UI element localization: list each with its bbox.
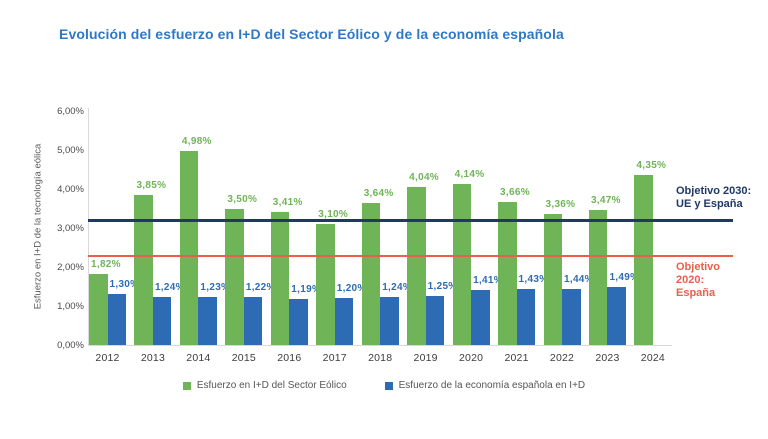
legend: Esfuerzo en I+D del Sector Eólico Esfuer… <box>0 380 768 391</box>
x-tick-label: 2018 <box>368 352 393 364</box>
bar-label-blue-2018: 1,24% <box>382 281 413 293</box>
y-tick-label: 6,00% <box>57 105 84 117</box>
bar-label-green-2012: 1,82% <box>91 259 121 271</box>
bar-blue-2013 <box>152 296 172 345</box>
chart-title: Evolución del esfuerzo en I+D del Sector… <box>59 26 564 42</box>
x-tick-label: 2015 <box>231 352 256 364</box>
bar-blue-2018 <box>380 296 399 345</box>
bar-label-green-2015: 3,50% <box>227 193 258 205</box>
bar-blue-2017 <box>334 298 354 345</box>
x-tick-label: 2016 <box>277 352 302 364</box>
x-tick-label: 2014 <box>186 352 211 364</box>
legend-label-sector-eolico: Esfuerzo en I+D del Sector Eólico <box>196 380 347 391</box>
bar-label-blue-2019: 1,25% <box>427 281 458 293</box>
bar-blue-2014 <box>198 297 217 345</box>
bar-blue-2012 <box>107 294 126 345</box>
ref-line-objetivo-2020 <box>88 254 733 258</box>
bar-green-2014 <box>179 150 199 345</box>
x-tick-label: 2020 <box>459 352 484 364</box>
x-axis-line <box>88 345 672 346</box>
annotation-objetivo-2030: Objetivo 2030: UE y España <box>676 185 751 211</box>
y-tick-label: 3,00% <box>57 222 84 234</box>
bar-label-green-2024: 4,35% <box>636 160 667 172</box>
bar-label-green-2019: 4,04% <box>409 172 439 184</box>
x-tick-label: 2022 <box>549 352 575 364</box>
y-tick-label: 0,00% <box>57 339 84 351</box>
bar-label-blue-2022: 1,44% <box>564 273 594 285</box>
bar-green-2020 <box>452 183 472 345</box>
bar-label-blue-2013: 1,24% <box>154 281 185 293</box>
bar-label-blue-2017: 1,20% <box>336 283 367 295</box>
bar-label-blue-2012: 1,30% <box>109 279 140 291</box>
bar-green-2024 <box>634 175 653 345</box>
x-tick-label: 2013 <box>140 352 166 364</box>
x-tick-label: 2019 <box>413 352 438 364</box>
bar-green-2015 <box>225 208 244 345</box>
legend-item-economia-espanola: Esfuerzo de la economía española en I+D <box>384 380 586 391</box>
bar-green-2016 <box>270 212 290 345</box>
annotation-line: Objetivo <box>676 261 721 273</box>
ref-line-objetivo-2030 <box>88 218 733 222</box>
bar-label-green-2014: 4,98% <box>181 135 212 147</box>
bar-blue-2016 <box>289 298 308 345</box>
bar-blue-2022 <box>562 288 581 345</box>
bar-green-2013 <box>134 194 153 345</box>
annotation-line: UE y España <box>676 198 743 210</box>
bar-label-green-2013: 3,85% <box>136 179 167 191</box>
y-axis-line <box>88 108 89 345</box>
y-tick-label: 2,00% <box>57 261 84 273</box>
bar-green-2019 <box>407 187 426 345</box>
bar-label-blue-2015: 1,22% <box>245 282 276 294</box>
bar-green-2012 <box>89 274 108 345</box>
bar-green-2023 <box>588 209 608 345</box>
annotation-objetivo-2020: Objetivo 2020: España <box>676 261 720 300</box>
legend-label-economia-espanola: Esfuerzo de la economía española en I+D <box>398 380 586 391</box>
x-tick-label: 2021 <box>504 352 529 364</box>
x-tick-label: 2017 <box>322 352 347 364</box>
bar-green-2021 <box>498 202 517 345</box>
bar-label-green-2016: 3,41% <box>272 197 303 208</box>
bar-label-blue-2021: 1,43% <box>518 274 549 286</box>
bar-label-blue-2014: 1,23% <box>200 282 231 294</box>
x-tick-label: 2012 <box>95 352 120 364</box>
annotation-line: 2020: <box>676 274 705 286</box>
bar-label-blue-2016: 1,19% <box>291 283 322 295</box>
legend-swatch-green-icon <box>182 381 191 390</box>
bar-label-green-2018: 3,64% <box>363 188 394 200</box>
legend-item-sector-eolico: Esfuerzo en I+D del Sector Eólico <box>182 380 347 391</box>
bar-label-green-2020: 4,14% <box>454 168 485 180</box>
bar-green-2022 <box>543 213 562 345</box>
y-tick-label: 5,00% <box>57 144 84 156</box>
bar-label-green-2023: 3,47% <box>590 194 621 206</box>
bar-label-blue-2023: 1,49% <box>609 271 640 283</box>
bar-green-2017 <box>316 224 335 345</box>
bar-blue-2020 <box>471 290 490 345</box>
bar-label-green-2022: 3,36% <box>545 198 576 210</box>
annotation-line: España <box>676 287 716 299</box>
bar-blue-2015 <box>243 297 263 345</box>
x-tick-label: 2024 <box>640 352 665 364</box>
bar-label-green-2017: 3,10% <box>318 209 349 221</box>
annotation-line: Objetivo 2030: <box>676 185 752 197</box>
bar-blue-2019 <box>425 296 445 345</box>
y-tick-label: 1,00% <box>57 300 84 312</box>
legend-swatch-blue-icon <box>384 381 393 390</box>
x-tick-label: 2023 <box>595 352 620 364</box>
bar-green-2018 <box>361 203 381 345</box>
bar-blue-2023 <box>607 286 626 345</box>
bar-label-green-2021: 3,66% <box>500 187 530 199</box>
bar-label-blue-2020: 1,41% <box>473 275 503 286</box>
y-tick-label: 4,00% <box>57 183 84 195</box>
bar-blue-2021 <box>516 289 536 345</box>
